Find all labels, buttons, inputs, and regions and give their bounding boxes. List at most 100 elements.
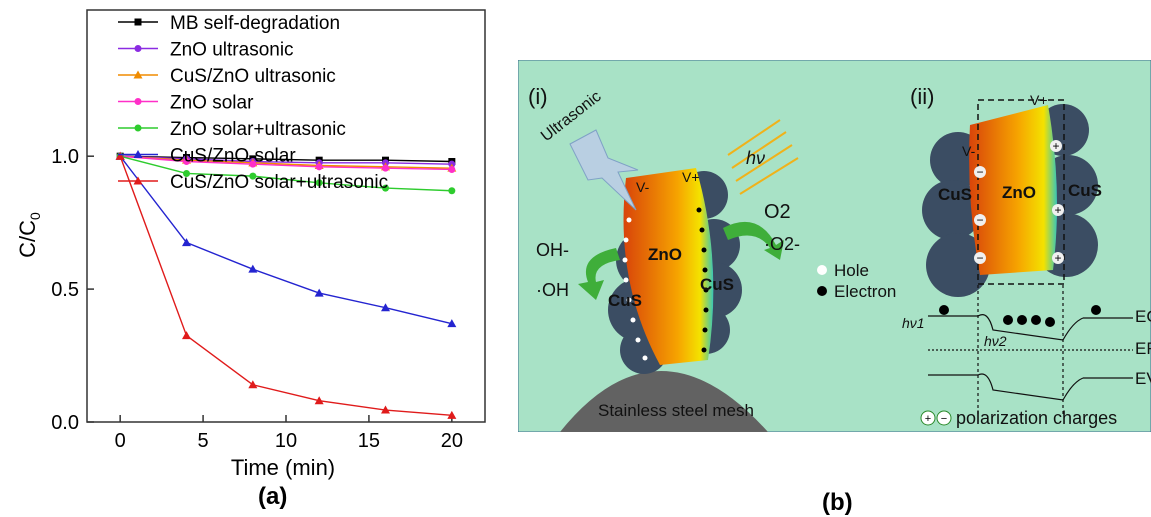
legend-marker bbox=[134, 124, 142, 132]
legend-marker bbox=[134, 45, 142, 52]
legend-label: ZnO ultrasonic bbox=[170, 40, 294, 61]
series-line bbox=[120, 155, 452, 165]
oxygen-arrow bbox=[723, 221, 784, 260]
legend-marker bbox=[133, 176, 143, 185]
polarization-label: polarization charges bbox=[956, 408, 1117, 428]
data-point bbox=[315, 179, 323, 187]
electrons-i bbox=[696, 207, 709, 353]
x-tick-label: 10 bbox=[275, 430, 297, 452]
series-line bbox=[120, 155, 452, 171]
ec-label: EC bbox=[1135, 307, 1151, 326]
mesh-label: Stainless steel mesh bbox=[598, 401, 754, 420]
light-rays-icon bbox=[727, 119, 799, 195]
data-point bbox=[381, 303, 390, 312]
data-point bbox=[183, 158, 190, 166]
hydroxyl-arrow bbox=[578, 248, 620, 300]
v-plus-i: V+ bbox=[682, 169, 700, 185]
v-minus-ii: V- bbox=[962, 143, 976, 159]
panel-ii-label: (ii) bbox=[910, 84, 934, 109]
y-axis-title-sub: 0 bbox=[27, 212, 43, 220]
band-diagram bbox=[928, 285, 1133, 415]
stainless-steel-mesh bbox=[560, 371, 768, 432]
x-tick-label: 5 bbox=[198, 430, 209, 452]
electron-legend-label: Electron bbox=[834, 282, 896, 301]
legend: MB self-degradation ZnO ultrasonic CuS/ZnO… bbox=[118, 13, 388, 193]
hole-legend-label: Hole bbox=[834, 261, 869, 280]
legend-marker bbox=[133, 150, 143, 158]
svg-text:−: − bbox=[976, 213, 983, 227]
holes-i bbox=[622, 217, 648, 361]
data-point bbox=[314, 288, 324, 297]
data-point bbox=[382, 184, 389, 192]
series-group bbox=[115, 151, 457, 419]
degradation-chart: 0.0 0.5 1.0 0 5 10 15 20 MB self-degradation Zn… bbox=[15, 9, 486, 480]
series-line bbox=[120, 155, 452, 169]
hv-label: hν bbox=[746, 148, 765, 168]
data-point bbox=[448, 165, 456, 173]
data-point bbox=[314, 396, 324, 405]
legend-marker bbox=[134, 98, 142, 105]
v-plus-ii: V+ bbox=[1030, 92, 1048, 108]
mechanism-diagram: (i) Stainless steel mesh V- V+ ZnO CuS C… bbox=[518, 60, 1151, 432]
zno-rod-ii bbox=[969, 105, 1057, 275]
x-tick-label: 0 bbox=[115, 430, 126, 452]
data-point bbox=[447, 410, 457, 419]
ev-label: EV bbox=[1135, 369, 1151, 388]
data-point bbox=[382, 164, 389, 172]
polarization-legend-icons: + − bbox=[920, 410, 952, 426]
o2-label: O2 bbox=[764, 201, 791, 223]
v-minus-i: V- bbox=[636, 179, 650, 195]
data-point bbox=[248, 264, 258, 273]
svg-text:−: − bbox=[941, 413, 947, 425]
data-point bbox=[447, 319, 457, 328]
svg-text:+: + bbox=[1052, 139, 1059, 153]
legend-label: MB self-degradation bbox=[170, 13, 340, 34]
panel-label-a: (a) bbox=[258, 483, 288, 510]
x-tick-label: 20 bbox=[441, 430, 463, 452]
data-point bbox=[381, 405, 390, 414]
legend-marker bbox=[133, 70, 143, 79]
x-axis: 0 5 10 15 20 bbox=[115, 415, 463, 452]
series-group bbox=[115, 151, 457, 328]
cus-label-i-left: CuS bbox=[608, 291, 642, 310]
series-line bbox=[119, 155, 452, 417]
y-axis: 0.0 0.5 1.0 bbox=[51, 146, 94, 434]
panel-i-label: (i) bbox=[528, 84, 548, 109]
zno-label-ii: ZnO bbox=[1002, 183, 1036, 202]
electron-legend-icon bbox=[817, 286, 827, 296]
legend-label: ZnO solar bbox=[170, 93, 254, 114]
x-tick-label: 15 bbox=[358, 430, 380, 452]
oh-minus-label: OH- bbox=[536, 240, 569, 260]
data-point bbox=[248, 380, 258, 389]
legend-label: CuS/ZnO solar bbox=[170, 146, 296, 167]
data-point bbox=[448, 187, 456, 195]
data-point bbox=[315, 163, 323, 171]
cus-label-ii-right: CuS bbox=[1068, 181, 1102, 200]
band-electrons bbox=[939, 305, 1101, 327]
series-layer bbox=[115, 151, 457, 419]
cus-label-ii-left: CuS bbox=[938, 185, 972, 204]
data-point bbox=[182, 331, 191, 340]
ultrasonic-bolt-icon bbox=[569, 129, 639, 211]
panel-label-b: (b) bbox=[822, 489, 853, 516]
polarization-charges-ii: − − − + + + bbox=[974, 139, 1064, 265]
svg-text:−: − bbox=[976, 251, 983, 265]
y-tick-label: 0.5 bbox=[51, 279, 79, 301]
series-line bbox=[119, 155, 452, 192]
series-line bbox=[120, 155, 452, 163]
hv2-label: hν2 bbox=[984, 333, 1007, 349]
svg-text:+: + bbox=[925, 413, 931, 425]
cus-label-i-right: CuS bbox=[700, 275, 734, 294]
y-tick-label: 1.0 bbox=[51, 146, 79, 168]
data-point bbox=[182, 238, 191, 247]
y-axis-title: C/C0 bbox=[15, 212, 43, 258]
data-point bbox=[249, 172, 257, 180]
hv1-label: hν1 bbox=[902, 315, 925, 331]
zno-label-i: ZnO bbox=[648, 245, 682, 264]
legend-label: CuS/ZnO ultrasonic bbox=[170, 66, 336, 87]
data-point bbox=[249, 160, 257, 168]
svg-text:+: + bbox=[1054, 251, 1061, 265]
data-point bbox=[115, 151, 125, 160]
y-tick-label: 0.0 bbox=[51, 412, 79, 434]
x-axis-title: Time (min) bbox=[231, 455, 335, 480]
